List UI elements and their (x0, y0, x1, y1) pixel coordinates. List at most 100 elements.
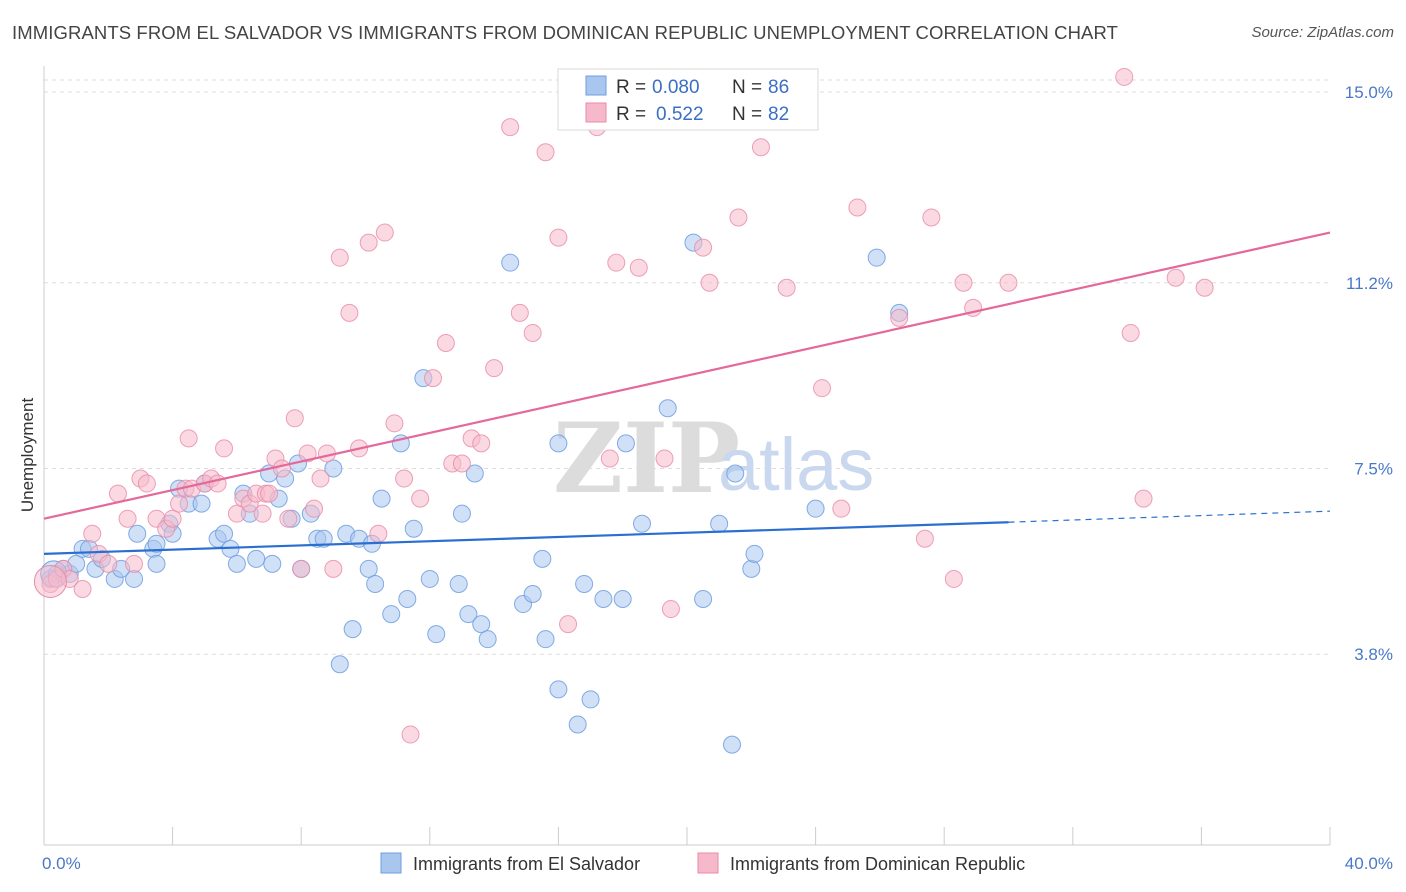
el-salvador-point (613, 590, 632, 609)
dominican-point (536, 143, 555, 162)
el-salvador-point (594, 590, 613, 609)
dominican-point (600, 449, 619, 468)
dominican-point (607, 253, 626, 272)
x-tick-label-min: 0.0% (42, 854, 81, 873)
el-salvador-point (128, 524, 147, 543)
dominican-point (1195, 278, 1214, 297)
el-salvador-point (742, 559, 761, 578)
dominican-point (179, 429, 198, 448)
dominican-point (324, 559, 343, 578)
el-salvador-point (359, 559, 378, 578)
dominican-point (700, 273, 719, 292)
dominican-point (729, 208, 748, 227)
el-salvador-point (568, 715, 587, 734)
dominican-point (375, 223, 394, 242)
dominican-point (452, 454, 471, 473)
dominican-point (272, 459, 291, 478)
dominican-point (215, 439, 234, 458)
el-salvador-point (501, 253, 520, 272)
el-salvador-point (658, 399, 677, 418)
dominican-point (99, 554, 118, 573)
el-salvador-point (710, 514, 729, 533)
dominican-point (137, 474, 156, 493)
chart-title: IMMIGRANTS FROM EL SALVADOR VS IMMIGRANT… (12, 22, 1119, 43)
y-axis-title: Unemployment (18, 398, 37, 513)
y-tick-label: 11.2% (1346, 274, 1393, 293)
dominican-point (208, 474, 227, 493)
el-salvador-point (404, 519, 423, 538)
legend-dominican-swatch (697, 852, 719, 874)
el-salvador-point (523, 585, 542, 603)
dominican-point (549, 228, 568, 247)
dominican-point (559, 615, 578, 634)
dominican-point (401, 725, 420, 744)
el-salvador-point (867, 248, 886, 267)
el-salvador-point (247, 549, 266, 568)
el-salvador-point (549, 680, 568, 699)
dominican-point (253, 504, 272, 523)
dominican-point (330, 248, 349, 267)
el-salvador-point (343, 620, 362, 639)
dominican-point (73, 579, 92, 598)
dominican-point (485, 359, 504, 378)
y-tick-labels: 3.8% 7.5% 11.2% 15.0% (1345, 83, 1393, 664)
dominican-point (890, 308, 909, 327)
el-salvador-point (745, 544, 764, 563)
dominican-point (655, 449, 674, 468)
el-salvador-point (420, 569, 439, 588)
el-salvador-point (465, 464, 484, 483)
dominican-point (292, 559, 311, 578)
dominican-point (954, 273, 973, 292)
dominican-point (523, 323, 542, 342)
dominican-point (279, 509, 298, 528)
legend-pink-n-value: 82 (768, 104, 789, 125)
dominican-point (227, 504, 246, 523)
el-salvador-point (575, 574, 594, 593)
el-salvador-point (147, 534, 166, 553)
el-salvador-point (125, 569, 144, 588)
el-salvador-point (472, 615, 491, 634)
el-salvador-point (147, 554, 166, 573)
el-salvador-trend-extension (1008, 510, 1331, 523)
el-salvador-point (314, 529, 333, 548)
dominican-point (83, 524, 102, 543)
dominican-point (305, 499, 324, 518)
legend-dominican-label: Immigrants from Dominican Republic (730, 854, 1025, 874)
dominican-point (501, 118, 520, 137)
el-salvador-point (459, 605, 478, 624)
dominican-point (694, 238, 713, 257)
dominican-point (170, 494, 189, 513)
dominican-point (369, 524, 388, 543)
dominican-point (1134, 489, 1153, 508)
dominican-point (359, 233, 378, 252)
x-tick-label-max: 40.0% (1345, 854, 1393, 873)
el-salvador-point (533, 549, 552, 568)
el-salvador-trend-line (43, 521, 1009, 555)
legend-blue-swatch (585, 75, 607, 96)
legend-el-salvador-label: Immigrants from El Salvador (413, 854, 640, 874)
el-salvador-point (478, 630, 497, 649)
legend-el-salvador-swatch (380, 852, 402, 874)
dominican-point (436, 334, 455, 352)
legend-blue-r-label: R = (616, 77, 646, 98)
y-tick-label: 15.0% (1345, 83, 1393, 102)
el-salvador-point (324, 459, 343, 478)
dominican-point (285, 409, 304, 428)
legend-blue-r-value: 0.080 (652, 77, 700, 98)
dominican-point (922, 208, 941, 227)
chart-source: Source: ZipAtlas.com (1251, 24, 1394, 41)
y-tick-label: 3.8% (1354, 645, 1393, 664)
dominican-point (944, 569, 963, 588)
axes (43, 66, 1331, 846)
el-salvador-point (452, 504, 471, 523)
el-salvador-point (806, 499, 825, 518)
el-salvador-point (581, 690, 600, 709)
el-salvador-point (227, 554, 246, 573)
dominican-point (832, 499, 851, 518)
legend-pink-n-label: N = (732, 104, 762, 125)
el-salvador-point (215, 524, 234, 543)
legend-pink-swatch (585, 102, 607, 123)
el-salvador-point (427, 625, 446, 644)
el-salvador-point (192, 494, 211, 513)
